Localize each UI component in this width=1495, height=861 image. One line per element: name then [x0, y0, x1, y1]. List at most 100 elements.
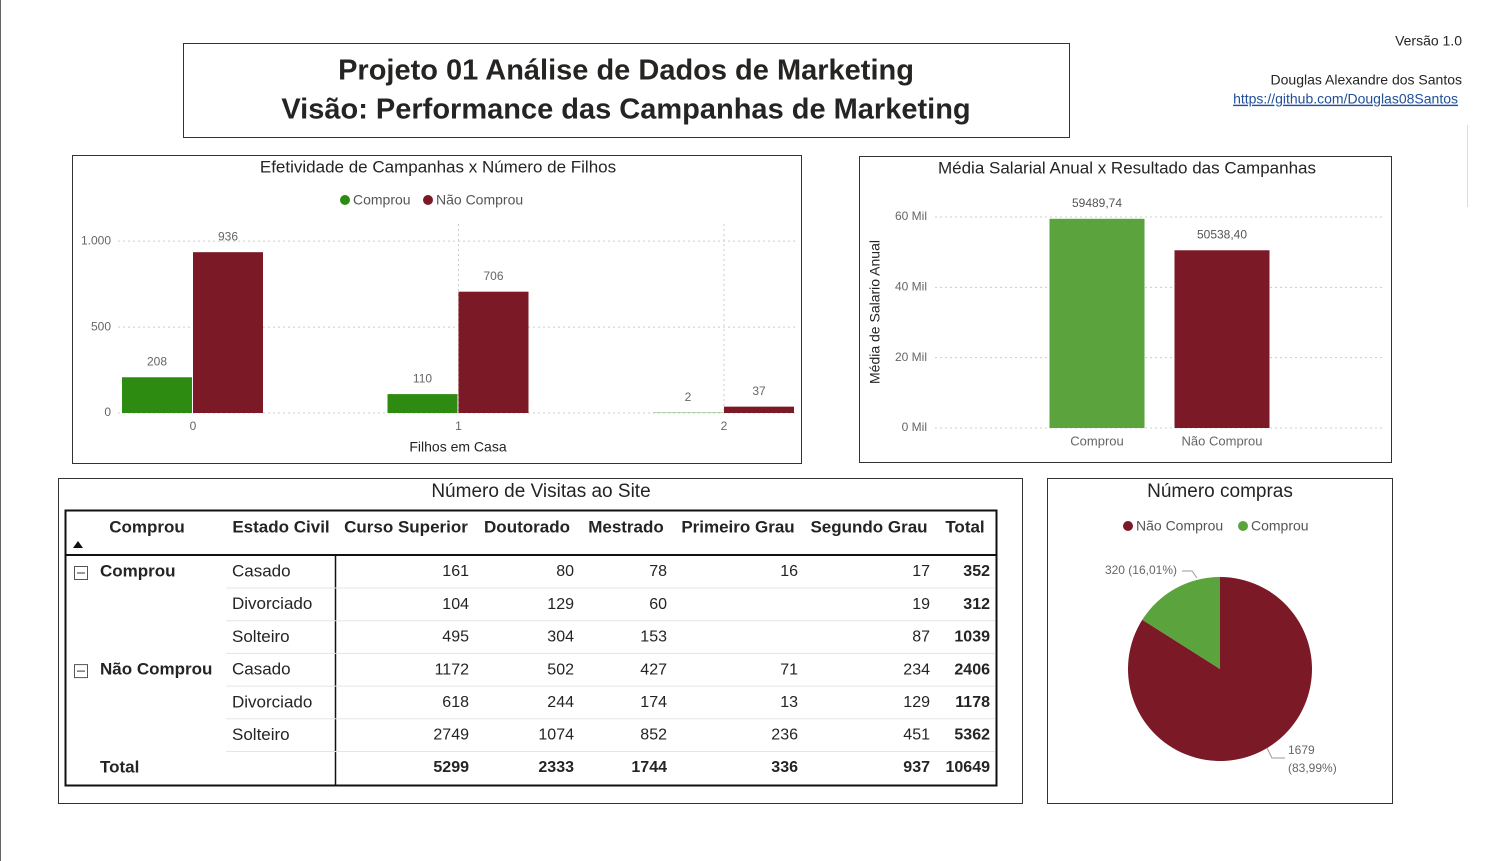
cell: 87: [912, 629, 930, 646]
x-tick-label: 2: [721, 419, 728, 433]
total-cell: 1744: [631, 759, 667, 776]
data-label: 1679 (83,99%): [1288, 743, 1337, 775]
total-cell: 336: [771, 759, 798, 776]
cell: 852: [640, 727, 667, 744]
cell: 502: [547, 661, 574, 678]
row-label: Divorciado: [232, 594, 312, 613]
row-label: Casado: [232, 561, 291, 580]
cell: 104: [442, 596, 469, 613]
cell: 129: [547, 596, 574, 613]
cell: 244: [547, 694, 574, 711]
cell: 19: [912, 596, 930, 613]
x-axis-label: Filhos em Casa: [409, 439, 506, 455]
column-header: Primeiro Grau: [681, 517, 794, 536]
panel: [58, 478, 1023, 804]
cell: 80: [556, 563, 574, 580]
row-label: Solteiro: [232, 725, 290, 744]
column-header: Doutorado: [484, 517, 570, 536]
cell: 2406: [954, 661, 990, 678]
title: Visão: Performance das Campanhas de Mark…: [281, 94, 970, 126]
y-tick-label: 0: [104, 405, 111, 419]
bar: [122, 377, 192, 413]
leader-line: [1266, 747, 1285, 759]
chart-title: Efetividade de Campanhas x Número de Fil…: [260, 157, 616, 176]
legend-marker: [340, 195, 350, 205]
cell: 1074: [538, 727, 574, 744]
sort-icon[interactable]: [73, 541, 83, 548]
x-tick-label: 1: [455, 419, 462, 433]
cell: 71: [780, 661, 798, 678]
panel: [1047, 478, 1393, 804]
x-tick-label: Comprou: [1070, 433, 1123, 448]
bar: [724, 406, 794, 413]
cell: 60: [649, 596, 667, 613]
y-tick-label: 1.000: [81, 233, 111, 247]
cell: 16: [780, 563, 798, 580]
header-box: [183, 43, 1070, 138]
group-label: Não Comprou: [100, 660, 212, 679]
bar: [193, 252, 263, 413]
version: Versão 1.0: [1395, 33, 1462, 49]
legend-marker: [423, 195, 433, 205]
data-label: 50538,40: [1197, 227, 1247, 241]
cell: 13: [780, 694, 798, 711]
panel: [859, 156, 1392, 463]
row-label: Divorciado: [232, 692, 312, 711]
cell: 174: [640, 694, 667, 711]
author: Douglas Alexandre dos Santos: [1271, 72, 1462, 88]
y-axis-label: Média de Salario Anual: [867, 240, 883, 384]
y-tick-label: 0 Mil: [902, 420, 927, 434]
total-cell: 10649: [946, 759, 991, 776]
column-header: Mestrado: [588, 517, 664, 536]
cell: 17: [912, 563, 930, 580]
cell: 451: [903, 727, 930, 744]
row-label: Casado: [232, 660, 291, 679]
bar: [1049, 218, 1145, 428]
data-label: 59489,74: [1072, 196, 1122, 210]
column-header: Segundo Grau: [810, 517, 927, 536]
column-header: Curso Superior: [344, 517, 468, 536]
x-tick-label: 0: [190, 419, 197, 433]
data-label: 936: [218, 229, 238, 243]
legend-label: Comprou: [1251, 518, 1309, 534]
total-label: Total: [100, 757, 139, 776]
bar: [458, 291, 529, 413]
cell: 312: [963, 596, 990, 613]
bar: [387, 394, 458, 413]
cell: 161: [442, 563, 469, 580]
cell: 1172: [435, 661, 470, 678]
cell: 1039: [954, 629, 990, 646]
total-cell: 2333: [538, 759, 574, 776]
cell: 352: [963, 563, 990, 580]
github-link[interactable]: https://github.com/Douglas08Santos: [1233, 91, 1458, 107]
cell: 495: [442, 629, 469, 646]
legend-label: Não Comprou: [1136, 518, 1223, 534]
total-cell: 5299: [433, 759, 469, 776]
data-label: 110: [413, 371, 432, 385]
cell: 5362: [954, 727, 990, 744]
total-cell: 937: [903, 759, 930, 776]
data-label: 208: [147, 354, 167, 368]
matrix-border: [64, 509, 998, 787]
column-header: Total: [945, 517, 984, 536]
group-label: Comprou: [100, 561, 176, 580]
panel: [72, 155, 802, 464]
pie-slice: [1142, 577, 1220, 669]
y-tick-label: 60 Mil: [895, 209, 927, 223]
y-tick-label: 500: [91, 319, 111, 333]
x-tick-label: Não Comprou: [1182, 433, 1263, 448]
chart-title: Média Salarial Anual x Resultado das Cam…: [938, 158, 1316, 177]
column-header: Estado Civil: [232, 517, 329, 536]
cell: 2749: [433, 727, 469, 744]
y-tick-label: 20 Mil: [895, 350, 927, 364]
row-label: Solteiro: [232, 627, 290, 646]
cell: 78: [649, 563, 667, 580]
data-label: 2: [685, 390, 692, 404]
cell: 618: [442, 694, 469, 711]
y-tick-label: 40 Mil: [895, 280, 927, 294]
legend-label: Não Comprou: [436, 192, 523, 208]
cell: 234: [903, 661, 930, 678]
bar: [1174, 250, 1270, 428]
